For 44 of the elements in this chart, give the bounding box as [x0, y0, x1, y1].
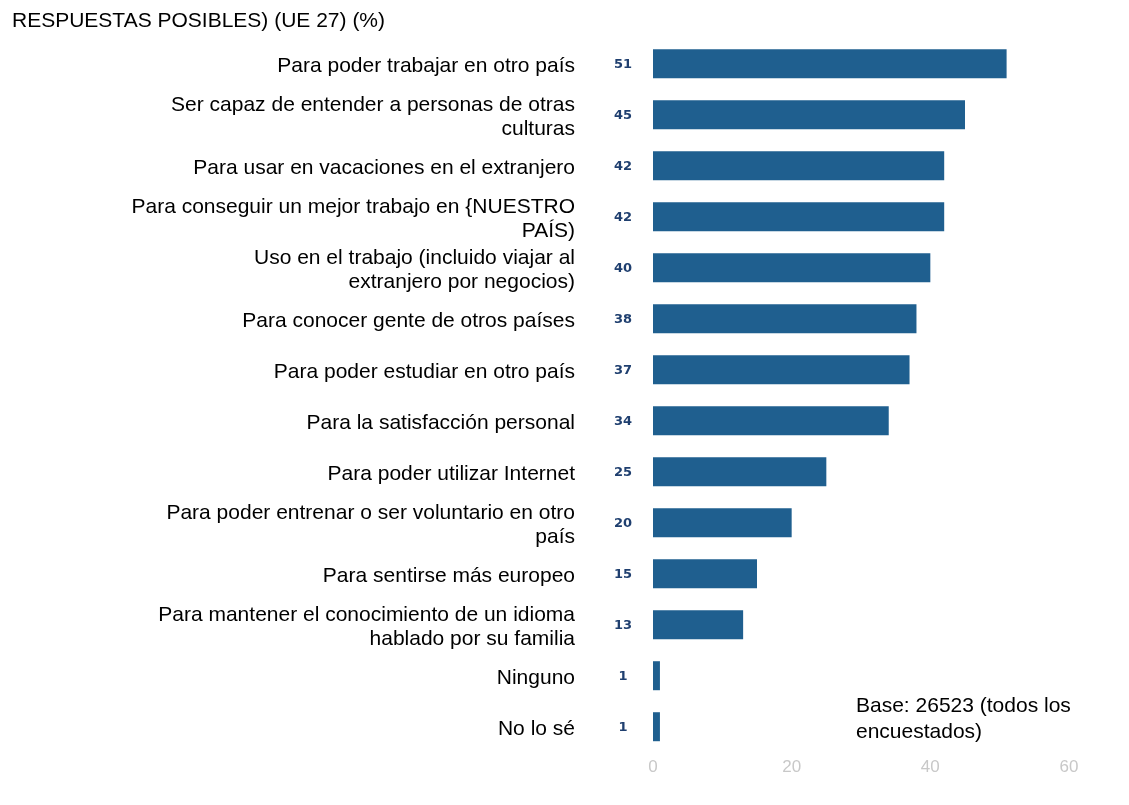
- bar: [653, 457, 827, 487]
- bar: [653, 559, 757, 589]
- y-tick-label: Ninguno: [496, 664, 575, 687]
- data-label: 1: [618, 668, 628, 684]
- data-label: 15: [613, 566, 633, 582]
- data-label: 37: [613, 362, 633, 378]
- y-tick-label: Para conocer gente de otros países: [242, 307, 575, 330]
- data-label: 42: [613, 158, 633, 174]
- y-tick-label: Para sentirse más europeo: [322, 562, 575, 585]
- bar: [653, 304, 917, 334]
- bar: [653, 100, 965, 130]
- bar: [653, 151, 945, 181]
- data-label: 42: [613, 209, 633, 225]
- annotation: Base: 26523 (todos los encuestados): [856, 692, 1072, 744]
- y-tick-label: Para usar en vacaciones en el extranjero: [193, 154, 575, 177]
- y-tick-label: No lo sé: [497, 715, 575, 738]
- bar: [653, 49, 1007, 79]
- bar: [653, 406, 889, 436]
- y-tick-label: Para poder entrenar o ser voluntario en otro país: [166, 499, 575, 546]
- y-tick-label: Para poder estudiar en otro país: [273, 358, 575, 381]
- y-tick-label: Ser capaz de entender a personas de otras culturas: [171, 91, 575, 138]
- data-label: 34: [613, 413, 633, 429]
- bar: [653, 661, 660, 691]
- y-tick-label: Para poder trabajar en otro país: [277, 52, 575, 75]
- y-tick-label: Para conseguir un mejor trabajo en {NUESTRO PAÍS): [131, 193, 575, 240]
- data-label: 20: [613, 515, 633, 531]
- text: RESPUESTAS POSIBLES) (UE 27) (%): [11, 8, 387, 33]
- y-tick-label: Para la satisfacción personal: [306, 409, 575, 432]
- data-label: 1: [618, 719, 628, 735]
- bar: [653, 355, 910, 385]
- data-label: 25: [613, 464, 633, 480]
- bar: [653, 202, 945, 232]
- data-label: 13: [613, 617, 633, 633]
- bar: [653, 610, 744, 640]
- bar: [653, 253, 931, 283]
- y-tick-label: Para poder utilizar Internet: [327, 460, 576, 483]
- y-tick-label: Para mantener el conocimiento de un idioma hablado por su familia: [158, 601, 576, 648]
- y-tick-label: Uso en el trabajo (incluido viajar al extranjero por negocios): [254, 244, 575, 291]
- bar: [653, 712, 660, 742]
- data-label: 45: [613, 107, 633, 123]
- bar: [653, 508, 792, 538]
- data-label: 40: [613, 260, 633, 276]
- data-label: 38: [613, 311, 633, 327]
- data-label: 51: [613, 56, 633, 72]
